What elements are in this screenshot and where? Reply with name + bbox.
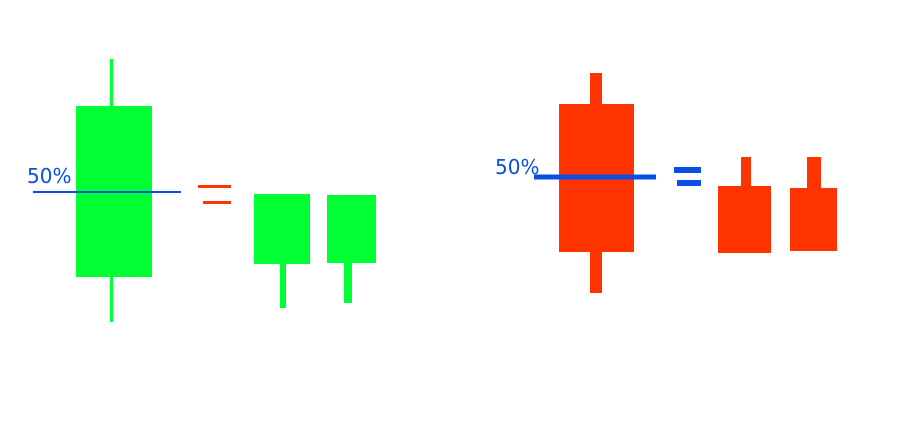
right-group: 50% xyxy=(495,73,837,293)
upper-wick xyxy=(807,157,821,189)
small-bullish-candle-2 xyxy=(327,195,376,303)
candle-body xyxy=(254,194,310,264)
lower-wick xyxy=(590,251,602,293)
big-bearish-candle xyxy=(559,73,634,293)
lower-wick xyxy=(344,262,352,303)
upper-wick xyxy=(110,59,113,107)
fifty-percent-label: 50% xyxy=(495,155,539,179)
big-bullish-candle xyxy=(76,59,152,322)
candle-body xyxy=(327,195,376,263)
upper-wick xyxy=(590,73,602,105)
lower-wick xyxy=(110,276,113,322)
small-bullish-candle-1 xyxy=(254,194,310,308)
fifty-percent-label: 50% xyxy=(27,164,71,188)
small-bearish-candle-2 xyxy=(790,157,837,251)
small-bearish-candle-1 xyxy=(718,157,771,253)
candle-body xyxy=(718,186,771,253)
equals-sign-icon xyxy=(198,185,231,204)
lower-wick xyxy=(280,263,286,308)
left-group: 50% xyxy=(27,59,376,322)
upper-wick xyxy=(741,157,751,187)
candle-body xyxy=(790,188,837,251)
equals-sign-icon xyxy=(674,167,701,186)
